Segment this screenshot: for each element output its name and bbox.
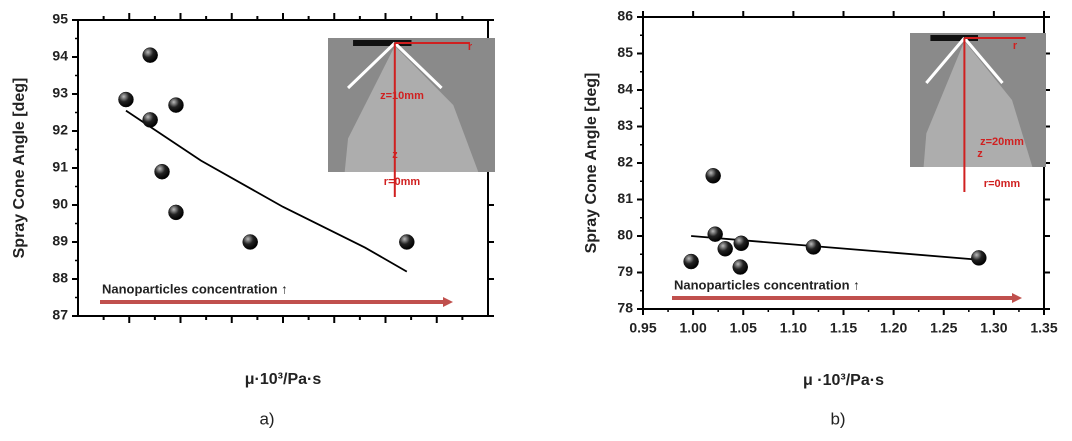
data-point — [717, 241, 733, 257]
x-tick-label: 1.05 — [730, 320, 757, 336]
fit-line — [125, 109, 408, 273]
annotation: Nanoparticles concentration ↑ — [102, 281, 288, 296]
data-point — [118, 91, 134, 108]
data-point — [971, 250, 987, 266]
x-tick-label: 1.25 — [930, 320, 957, 336]
x-tick-label: 1.30 — [980, 320, 1007, 336]
chart: 87 88 89 90 91 92 93 94 95 Spray Cone Angle [deg]… — [11, 11, 495, 428]
x-axis-title: μ ·10³/Pa·s — [803, 372, 884, 389]
data-point — [242, 234, 258, 250]
x-tick-label: 0.95 — [629, 320, 656, 336]
x-tick-label: 1.35 — [1030, 320, 1057, 336]
y-tick-label: 86 — [617, 8, 633, 24]
inset-label: z — [977, 148, 983, 160]
y-tick-label: 88 — [52, 270, 68, 286]
x-tick-label: 1.10 — [780, 320, 807, 336]
nozzle — [353, 40, 412, 46]
inset-label: r — [468, 41, 473, 53]
y-tick-label: 84 — [617, 81, 633, 97]
data-point — [733, 235, 749, 252]
cone-lines — [346, 41, 443, 90]
y-tick-label: 90 — [52, 196, 68, 212]
x-axis-title: μ·10³/Pa·s — [245, 371, 322, 388]
data-point — [707, 226, 723, 242]
arrow-head — [443, 297, 453, 307]
y-tick-label: 91 — [52, 159, 68, 175]
y-tick-label: 80 — [617, 227, 633, 243]
caption: b) — [830, 409, 845, 428]
data-point — [142, 112, 158, 128]
y-tick-label: 78 — [617, 300, 633, 316]
inset-label: r — [1013, 40, 1018, 52]
x-tick-label: 1.15 — [830, 320, 857, 336]
y-tick-label: 79 — [617, 263, 633, 279]
nozzle — [930, 35, 978, 41]
inset-label: r=0mm — [384, 176, 421, 188]
y-tick-label: 95 — [52, 11, 68, 27]
fit-line — [691, 235, 979, 261]
caption: a) — [259, 409, 274, 428]
y-tick-label: 93 — [52, 85, 68, 101]
inset-label: z — [392, 149, 398, 161]
inset-label: z=10mm — [380, 90, 424, 102]
y-tick-label: 87 — [52, 307, 68, 323]
x-tick-label: 1.20 — [880, 320, 907, 336]
axis-arrows — [393, 42, 470, 197]
data-point — [705, 168, 721, 184]
y-tick-label: 83 — [617, 117, 633, 133]
annotation: Nanoparticles concentration ↑ — [674, 277, 860, 292]
y-tick-label: 81 — [617, 190, 633, 206]
y-axis-title: Spray Cone Angle [deg] — [583, 73, 600, 254]
data-point — [805, 239, 822, 255]
data-point — [142, 47, 158, 63]
data-point — [683, 253, 699, 270]
y-tick-label: 94 — [52, 48, 68, 64]
data-point — [399, 234, 415, 250]
x-tick-label: 1.00 — [680, 320, 707, 336]
y-tick-label: 82 — [617, 154, 633, 170]
inset-label: z=20mm — [980, 136, 1024, 148]
arrow-head — [1012, 293, 1022, 303]
cone-lines — [925, 37, 1004, 84]
y-axis-title: Spray Cone Angle [deg] — [11, 78, 28, 259]
data-point — [168, 97, 184, 113]
inset-label: r=0mm — [984, 178, 1021, 190]
y-tick-label: 92 — [52, 122, 68, 138]
y-tick-label: 89 — [52, 233, 68, 249]
y-tick-label: 85 — [617, 44, 633, 60]
data-point — [168, 204, 184, 221]
axis-arrows — [963, 37, 1026, 192]
data-point — [154, 163, 170, 180]
data-point — [732, 259, 748, 275]
chart: 78 79 80 81 82 83 84 85 86 0.95 1.00 1.05 1.10 1.15 1.… — [583, 8, 1058, 429]
spray-shape — [923, 41, 1033, 167]
spray-shape — [344, 46, 479, 172]
